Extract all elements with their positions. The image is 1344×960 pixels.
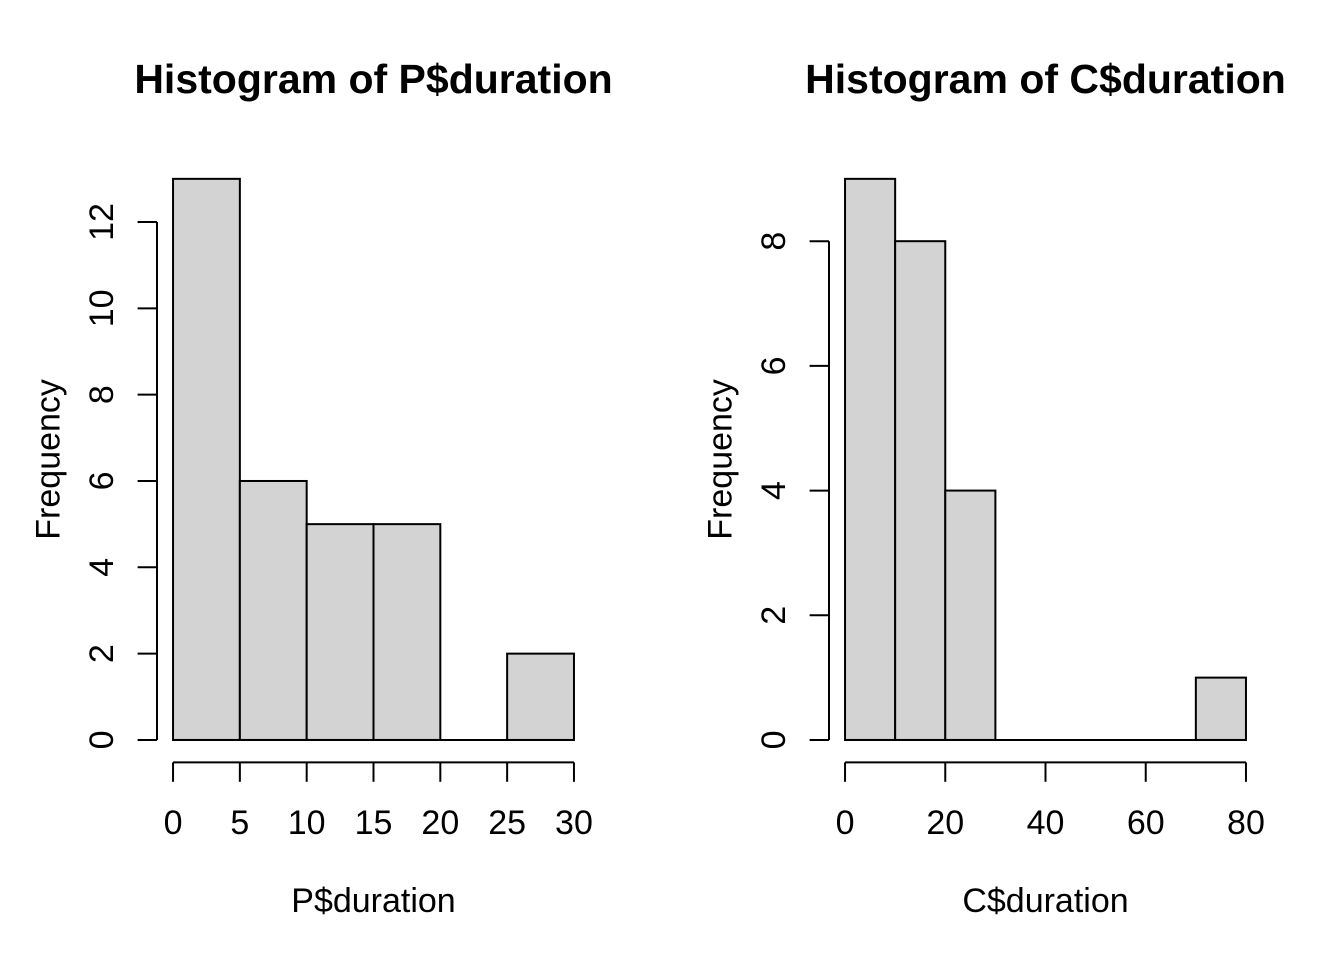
x-tick-label: 25 (488, 804, 526, 842)
y-tick-label: 10 (83, 289, 121, 327)
x-tick-label: 0 (836, 804, 855, 842)
chart-title: Histogram of C$duration (805, 56, 1286, 102)
y-tick-label: 4 (755, 481, 793, 500)
x-tick-label: 15 (355, 804, 393, 842)
x-tick-label: 10 (288, 804, 326, 842)
histogram-bar (372, 523, 442, 741)
histogram-bar (844, 177, 897, 741)
y-tick-label: 12 (83, 203, 121, 241)
histogram-panel-p-duration: Histogram of P$duration P$duration Frequ… (30, 56, 613, 920)
histogram-bar (894, 240, 947, 741)
x-tick-label: 80 (1227, 804, 1265, 842)
histogram-bar (506, 652, 575, 741)
x-tick-label: 40 (1027, 804, 1065, 842)
histogram-bar (172, 177, 241, 741)
y-tick-label: 0 (755, 730, 793, 749)
histogram-bar (944, 489, 997, 741)
y-tick-label: 6 (755, 356, 793, 375)
x-tick-label: 5 (230, 804, 249, 842)
y-tick-label: 0 (83, 730, 121, 749)
y-tick-label: 4 (83, 558, 121, 577)
histogram-panel-c-duration: Histogram of C$duration C$duration Frequ… (702, 56, 1286, 920)
y-tick-label: 8 (755, 232, 793, 251)
y-tick-label: 2 (755, 606, 793, 625)
x-axis-label: P$duration (291, 882, 455, 920)
x-tick-label: 30 (555, 804, 593, 842)
x-tick-label: 20 (421, 804, 459, 842)
x-axis-label: C$duration (962, 882, 1128, 920)
y-axis-label: Frequency (702, 379, 740, 540)
x-tick-label: 0 (164, 804, 183, 842)
y-tick-label: 2 (83, 644, 121, 663)
y-tick-label: 6 (83, 472, 121, 491)
chart-title: Histogram of P$duration (134, 56, 612, 102)
y-tick-label: 8 (83, 385, 121, 404)
histogram-bar (1194, 676, 1247, 741)
x-tick-label: 20 (926, 804, 964, 842)
histogram-bar (305, 523, 375, 741)
x-tick-label: 60 (1127, 804, 1165, 842)
histogram-bar (238, 479, 308, 741)
y-axis-label: Frequency (30, 379, 68, 540)
plot-area: 0 2 4 6 8 10 12 0 5 10 15 20 25 30 (83, 177, 593, 842)
